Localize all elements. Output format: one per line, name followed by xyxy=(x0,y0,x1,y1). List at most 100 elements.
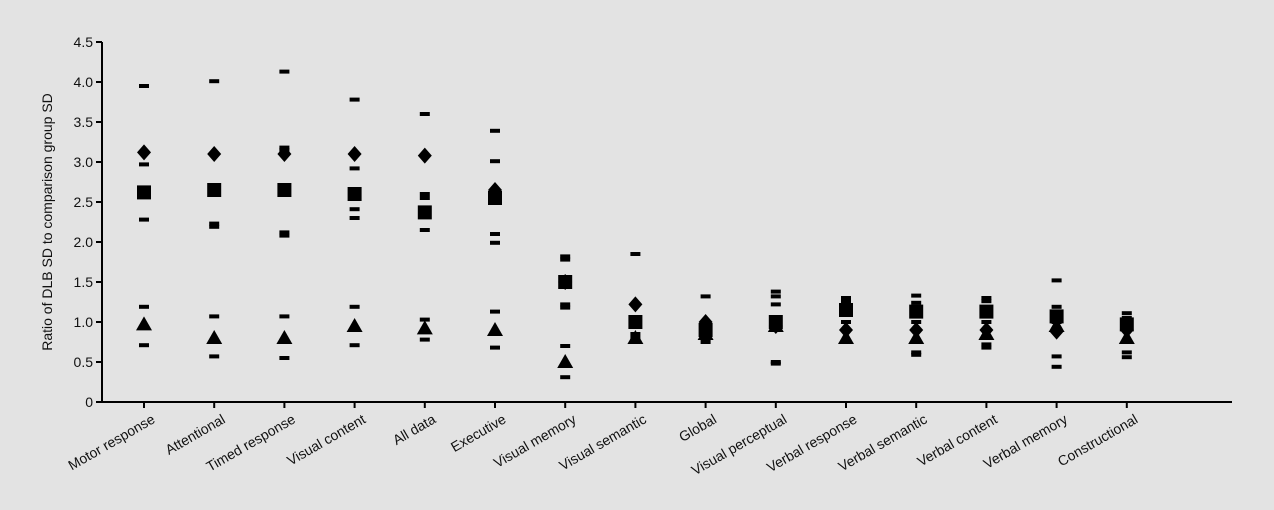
x-tick-label: Constructional xyxy=(1055,411,1141,470)
bound-marker xyxy=(911,352,922,357)
data-points xyxy=(136,144,1135,368)
x-tick-label: Motor response xyxy=(65,411,157,474)
bound-marker xyxy=(490,240,500,245)
triangle-point xyxy=(978,326,995,340)
square-point xyxy=(137,185,151,200)
triangle-point xyxy=(1118,330,1135,344)
bound-marker xyxy=(490,128,500,133)
bound-marker xyxy=(560,257,571,262)
bound-marker xyxy=(490,345,500,350)
triangle-point xyxy=(767,318,784,332)
bound-marker xyxy=(139,162,149,167)
triangle-point xyxy=(206,330,223,344)
bound-marker xyxy=(841,299,851,304)
triangle-point xyxy=(276,330,293,344)
triangle-point xyxy=(136,316,152,331)
diamond-point xyxy=(628,296,643,313)
y-axis-title: Ratio of DLB SD to comparison group SD xyxy=(39,93,55,351)
square-point xyxy=(488,191,502,205)
bound-marker xyxy=(981,296,992,300)
square-point xyxy=(1119,317,1134,332)
bound-marker xyxy=(209,79,220,84)
bound-marker xyxy=(981,299,992,304)
bound-marker xyxy=(279,230,290,235)
bound-marker xyxy=(209,221,220,226)
bound-marker xyxy=(1051,278,1062,283)
triangle-point xyxy=(697,326,714,340)
bound-marker xyxy=(490,309,500,314)
bound-marker xyxy=(209,354,220,359)
bound-marker xyxy=(1051,354,1062,359)
bound-marker xyxy=(490,159,500,164)
bound-marker xyxy=(560,305,571,310)
bound-marker xyxy=(841,296,851,300)
bound-marker xyxy=(419,112,430,116)
square-point xyxy=(628,315,643,329)
triangle-point xyxy=(346,318,363,332)
bound-marker xyxy=(139,304,149,309)
x-tick-label: All data xyxy=(390,411,439,448)
bound-marker xyxy=(1051,304,1062,309)
bound-marker xyxy=(560,375,571,380)
bound-marker xyxy=(209,314,220,319)
square-point xyxy=(1049,309,1064,324)
bound-marker xyxy=(139,84,149,88)
bound-marker xyxy=(700,294,711,299)
y-ticks: 0 0.5 1.0 1.5 2.0 2.5 3.0 3.5 4.0 4.5 xyxy=(74,34,102,410)
y-tick-label: 4.5 xyxy=(74,34,94,50)
y-tick-label: 2.0 xyxy=(74,234,94,250)
bound-marker xyxy=(560,302,571,307)
diamond-point xyxy=(137,144,151,161)
bound-marker xyxy=(560,344,571,348)
bound-marker xyxy=(279,233,290,238)
x-tick-label: Executive xyxy=(448,411,509,455)
square-point xyxy=(558,275,573,289)
y-tick-label: 2.5 xyxy=(74,194,94,210)
diamond-point xyxy=(277,146,292,162)
square-point xyxy=(839,303,853,317)
x-tick-label: Attentional xyxy=(162,411,227,458)
bound-marker xyxy=(349,216,360,220)
triangle-point xyxy=(627,330,644,344)
bound-marker xyxy=(209,224,220,229)
square-point xyxy=(347,187,362,201)
bound-marker xyxy=(419,192,430,196)
x-tick-label: Global xyxy=(676,411,719,445)
y-tick-label: 0 xyxy=(85,394,93,410)
bound-marker xyxy=(981,342,992,347)
bound-marker xyxy=(911,293,922,298)
bound-marker xyxy=(770,289,781,294)
y-tick-label: 4.0 xyxy=(74,74,94,90)
bound-marker xyxy=(770,360,781,364)
diamond-point xyxy=(417,147,432,164)
bound-marker xyxy=(1121,311,1132,316)
bound-marker xyxy=(700,340,711,344)
triangle-point xyxy=(416,320,433,335)
y-tick-label: 3.0 xyxy=(74,154,94,170)
bound-marker xyxy=(419,337,430,342)
diamond-point xyxy=(207,146,222,162)
bound-marker xyxy=(560,254,571,259)
bound-marker xyxy=(139,343,149,348)
bound-marker xyxy=(349,343,360,348)
bound-marker xyxy=(279,314,290,319)
square-point xyxy=(207,183,222,197)
y-tick-label: 0.5 xyxy=(74,354,94,370)
bound-marker xyxy=(770,302,781,307)
bound-marker xyxy=(911,300,922,305)
bound-marker xyxy=(630,252,641,256)
square-point xyxy=(909,304,924,319)
bound-marker xyxy=(770,294,781,299)
bound-marker xyxy=(911,350,922,355)
y-tick-label: 1.0 xyxy=(74,314,94,330)
triangle-point xyxy=(557,354,574,368)
bound-marker xyxy=(139,217,149,222)
square-point xyxy=(277,183,292,197)
bound-marker xyxy=(419,317,430,322)
y-tick-label: 3.5 xyxy=(74,114,94,130)
bound-marker xyxy=(279,356,290,360)
triangle-point xyxy=(487,322,503,336)
x-tick-label: Visual content xyxy=(284,411,368,469)
